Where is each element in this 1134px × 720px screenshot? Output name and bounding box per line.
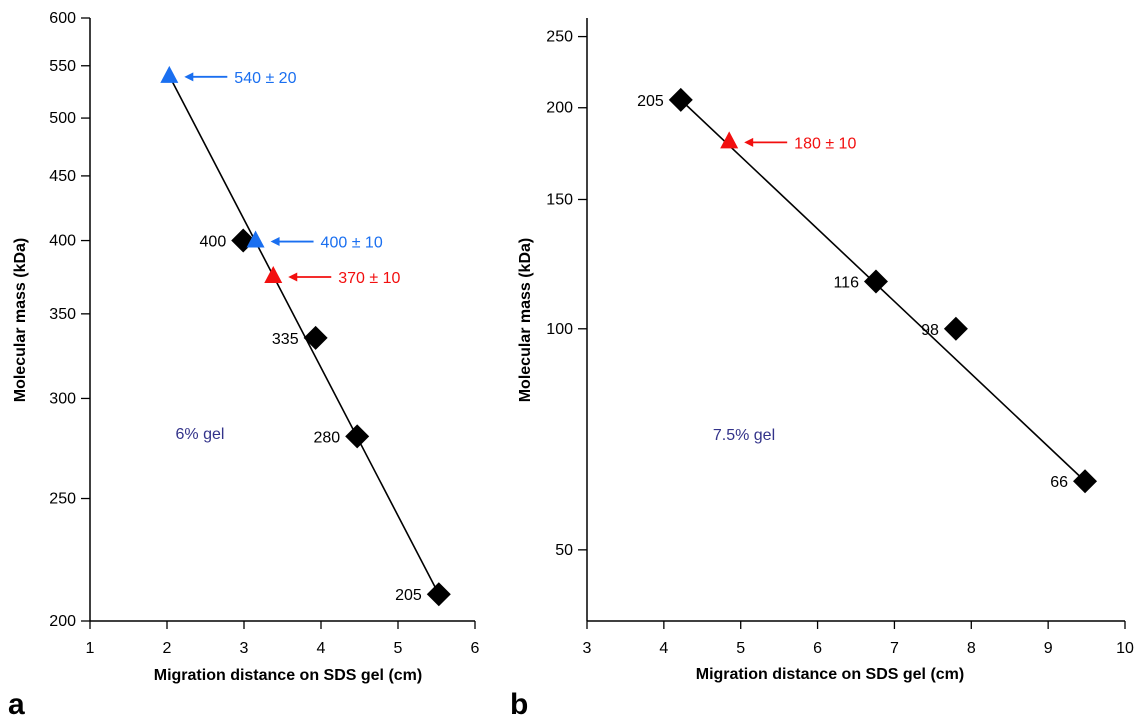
- sample-triangle: [264, 265, 283, 283]
- panel-a-chart: 200 250 300 350 400 450 500 550 600 1 2 3 4 5 6 Migrati…: [12, 10, 480, 684]
- x-tick-label: 7: [890, 640, 899, 657]
- annotation-arrowhead: [270, 237, 280, 247]
- x-tick-label: 4: [659, 640, 668, 657]
- sample-triangle: [246, 230, 265, 248]
- x-tick-label: 3: [240, 640, 249, 657]
- x-tick-label: 10: [1116, 640, 1134, 657]
- x-tick-label: 6: [813, 640, 822, 657]
- marker-label: 98: [921, 322, 939, 339]
- y-tick-label: 200: [546, 100, 573, 117]
- y-tick-label: 500: [49, 110, 76, 127]
- marker-diamond: [303, 325, 328, 350]
- x-tick-label: 6: [471, 640, 480, 657]
- marker-label: 280: [313, 429, 340, 446]
- panel-letter-a: a: [8, 688, 25, 720]
- x-tick-label: 3: [583, 640, 592, 657]
- x-tick-label: 8: [967, 640, 976, 657]
- marker-diamond: [943, 316, 968, 341]
- x-tick-label: 5: [736, 640, 745, 657]
- x-tick-label: 1: [86, 640, 95, 657]
- y-tick-label: 550: [49, 58, 76, 75]
- gel-label: 7.5% gel: [713, 427, 775, 444]
- x-tick-label: 9: [1044, 640, 1053, 657]
- marker-diamond: [863, 269, 888, 294]
- marker-diamond: [345, 424, 370, 449]
- fit-line: [168, 75, 440, 595]
- panel-b-chart: 50 100 150 200 250 3 4 5 6 7 8 9 10 Migration distanc…: [517, 18, 1134, 683]
- sample-triangle: [160, 65, 179, 83]
- marker-diamond: [1073, 469, 1098, 494]
- marker-label: 400: [200, 234, 227, 251]
- y-tick-label: 350: [49, 306, 76, 323]
- y-axis-title: Molecular mass (kDa): [517, 238, 534, 403]
- marker-label: 116: [833, 274, 859, 291]
- annotation-label: 180 ± 10: [794, 135, 856, 152]
- annotation-arrowhead: [184, 72, 194, 82]
- marker-diamond: [426, 582, 451, 607]
- y-tick-label: 300: [49, 390, 76, 407]
- y-tick-label: 150: [546, 191, 573, 208]
- annotation-label: 370 ± 10: [338, 270, 400, 287]
- marker-label: 205: [637, 93, 664, 110]
- x-axis-title: Migration distance on SDS gel (cm): [154, 667, 422, 684]
- y-tick-label: 450: [49, 168, 76, 185]
- x-axis-title: Migration distance on SDS gel (cm): [696, 666, 964, 683]
- marker-label: 205: [395, 587, 422, 604]
- annotation-arrowhead: [744, 137, 754, 147]
- x-tick-label: 2: [163, 640, 172, 657]
- annotation-arrowhead: [288, 272, 298, 282]
- y-tick-label: 50: [555, 542, 573, 559]
- y-tick-label: 250: [49, 491, 76, 508]
- x-tick-label: 5: [394, 640, 403, 657]
- marker-label: 66: [1050, 474, 1068, 491]
- y-axis-title: Molecular mass (kDa): [12, 238, 29, 403]
- marker-diamond: [668, 87, 693, 112]
- y-tick-label: 200: [49, 613, 76, 630]
- annotation-label: 540 ± 20: [234, 70, 296, 87]
- x-tick-label: 4: [317, 640, 326, 657]
- y-tick-label: 400: [49, 233, 76, 250]
- panel-letter-b: b: [510, 688, 528, 720]
- y-tick-label: 100: [546, 321, 573, 338]
- gel-label: 6% gel: [176, 426, 225, 443]
- y-tick-label: 250: [546, 29, 573, 46]
- marker-label: 335: [272, 331, 299, 348]
- fit-line: [680, 99, 1086, 482]
- annotation-label: 400 ± 10: [321, 235, 383, 252]
- sample-triangle: [720, 131, 739, 149]
- y-tick-label: 600: [49, 10, 76, 27]
